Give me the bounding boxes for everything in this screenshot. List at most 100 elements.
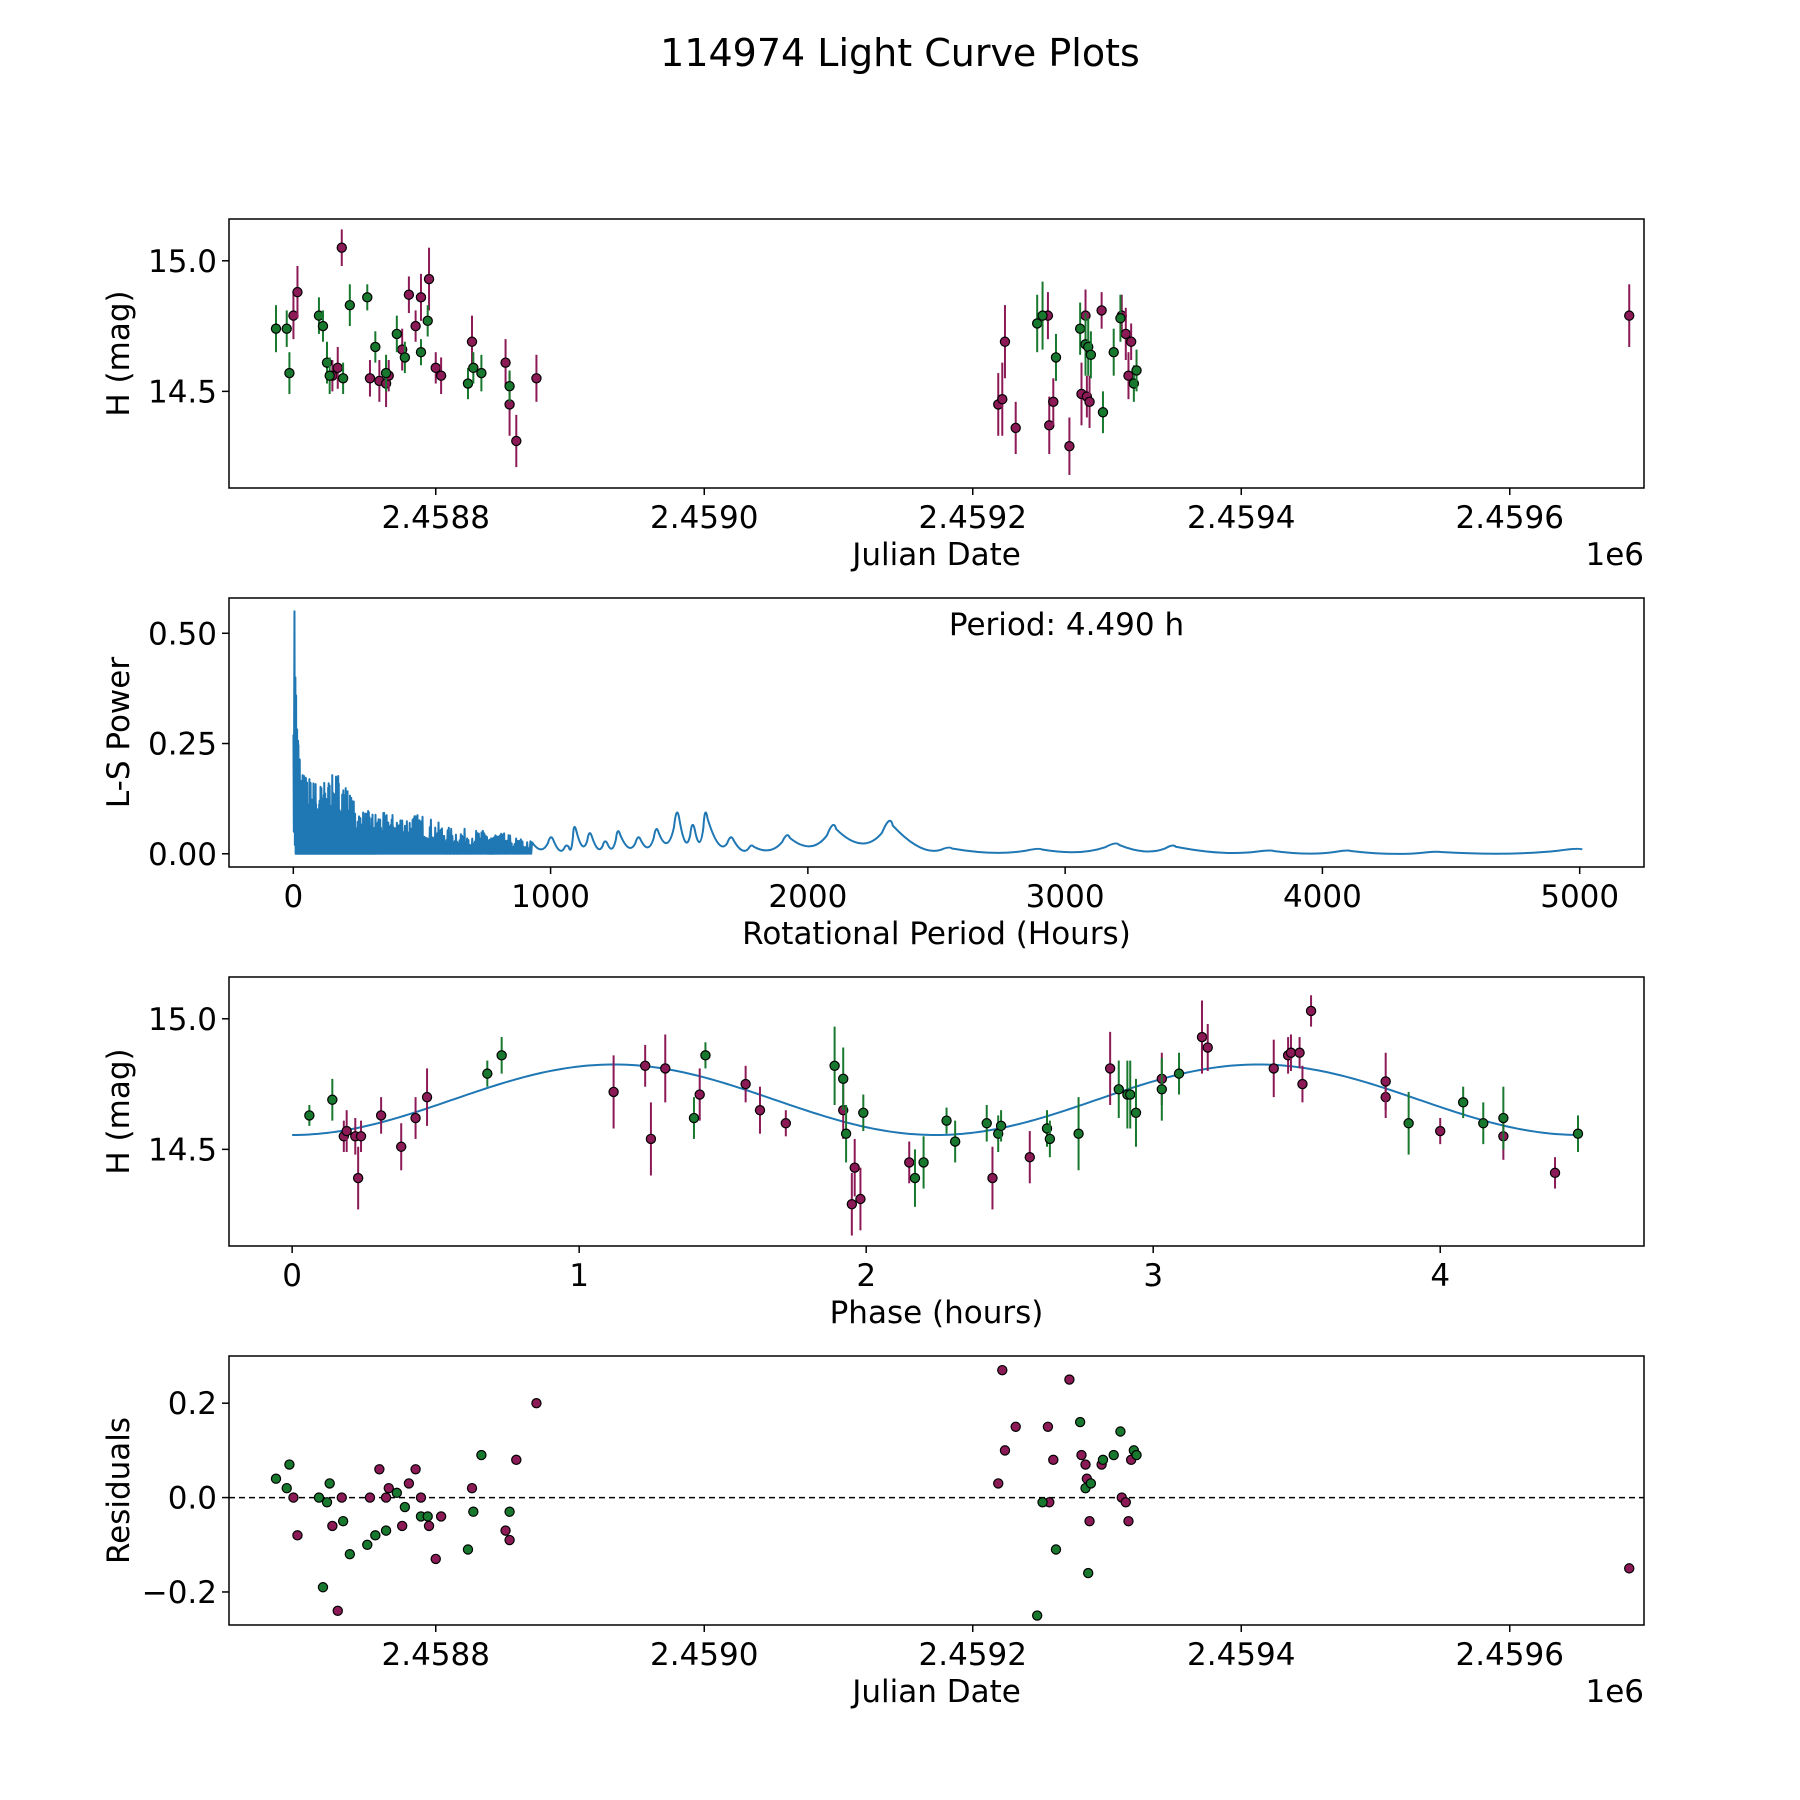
- x-offset-label: 1e6: [1585, 1674, 1644, 1710]
- data-point-green: [422, 1511, 433, 1522]
- x-tick-label: 2.4588: [382, 1637, 490, 1673]
- data-point-magenta: [415, 1492, 427, 1503]
- data-point-magenta: [754, 1104, 766, 1116]
- data-point-green: [1097, 407, 1109, 418]
- data-point-magenta: [292, 286, 303, 298]
- y-tick-label: 0.50: [148, 616, 217, 652]
- data-point-magenta: [997, 1364, 1008, 1376]
- data-point-green: [1097, 1454, 1109, 1466]
- data-point-magenta: [383, 1482, 394, 1494]
- periodogram-panel: 0 1000 2000 3000 4000 5000 0.00 0.25 0.50 Rotatio…: [101, 597, 1645, 952]
- data-point-green: [317, 320, 329, 332]
- data-point-green: [324, 370, 335, 381]
- axes-frame: [228, 597, 1645, 868]
- y-tick-label: 15.0: [148, 244, 217, 280]
- y-tick-label: 0.0: [168, 1481, 217, 1517]
- data-point-magenta: [1010, 1421, 1021, 1432]
- data-point-magenta: [415, 292, 427, 303]
- data-point-magenta: [341, 1125, 352, 1137]
- axes-frame: [228, 976, 1645, 1247]
- x-tick-label: 2.4596: [1456, 500, 1564, 536]
- data-point-magenta: [504, 1534, 515, 1546]
- data-point-magenta: [375, 1110, 387, 1121]
- data-point-magenta: [993, 1478, 1004, 1489]
- data-point-green: [344, 1549, 356, 1560]
- y-axis-label: H (mag): [101, 1048, 137, 1174]
- data-point-green: [1050, 1544, 1062, 1555]
- data-point-green: [327, 1094, 338, 1105]
- data-point-green: [1130, 1107, 1142, 1119]
- data-point-green: [476, 1449, 487, 1461]
- data-point-magenta: [410, 1112, 421, 1124]
- x-offset-label: 1e6: [1585, 537, 1644, 573]
- data-point-magenta: [1285, 1047, 1297, 1058]
- data-point-magenta: [355, 1131, 367, 1142]
- data-point-green: [284, 1459, 295, 1470]
- axes-frame: [228, 218, 1645, 489]
- data-point-green: [949, 1136, 961, 1147]
- data-point-magenta: [1024, 1152, 1035, 1163]
- data-point-magenta: [531, 373, 542, 384]
- data-point-magenta: [396, 1520, 408, 1532]
- data-point-green: [281, 1482, 292, 1494]
- data-point-magenta: [1076, 1449, 1087, 1461]
- data-point-green: [496, 1050, 507, 1061]
- data-point-magenta: [288, 1492, 299, 1503]
- data-point-magenta: [1096, 305, 1107, 316]
- data-point-magenta: [466, 336, 478, 347]
- data-point-green: [1031, 1610, 1043, 1621]
- data-point-green: [1156, 1084, 1168, 1095]
- data-point-green: [270, 1473, 282, 1484]
- data-point-magenta: [364, 373, 376, 384]
- x-tick-label: 1000: [511, 879, 590, 915]
- x-tick-label: 2: [856, 1258, 876, 1294]
- data-point-magenta: [423, 273, 435, 285]
- data-point-green: [1131, 1449, 1142, 1461]
- x-tick-label: 5000: [1540, 879, 1619, 915]
- data-point-green: [1085, 349, 1097, 361]
- data-point-green: [337, 373, 349, 384]
- x-axis-label: Rotational Period (Hours): [742, 916, 1131, 952]
- data-point-magenta: [403, 1478, 415, 1489]
- x-tick-label: 2.4590: [650, 500, 758, 536]
- x-axis-label: Julian Date: [850, 537, 1021, 573]
- x-tick-label: 2.4590: [650, 1637, 758, 1673]
- model-curve: [292, 1063, 1581, 1137]
- x-tick-label: 2.4588: [382, 500, 490, 536]
- data-point-magenta: [645, 1133, 657, 1145]
- data-point-green: [380, 367, 392, 379]
- data-point-magenta: [292, 1530, 303, 1541]
- x-tick-label: 3: [1143, 1258, 1163, 1294]
- data-point-magenta: [997, 394, 1008, 405]
- data-point-magenta: [336, 1492, 347, 1503]
- data-point-magenta: [1104, 1063, 1116, 1074]
- data-point-green: [1113, 1084, 1124, 1095]
- y-tick-label: 14.5: [148, 374, 217, 410]
- data-point-green: [324, 1478, 335, 1489]
- data-point-magenta: [1294, 1047, 1305, 1058]
- data-point-magenta: [511, 435, 522, 447]
- data-point-magenta: [1624, 1563, 1635, 1574]
- data-point-green: [284, 367, 295, 379]
- x-tick-label: 1: [569, 1258, 589, 1294]
- data-point-green: [1115, 313, 1126, 324]
- data-point-magenta: [1549, 1167, 1561, 1179]
- data-point-magenta: [1268, 1063, 1279, 1074]
- data-point-magenta: [1120, 1497, 1131, 1508]
- data-point-magenta: [1196, 1031, 1208, 1043]
- data-point-magenta: [660, 1063, 671, 1074]
- data-point-green: [370, 341, 381, 353]
- y-tick-label: 0.2: [168, 1386, 217, 1422]
- data-point-green: [1131, 365, 1142, 376]
- data-point-magenta: [1624, 310, 1635, 321]
- data-point-magenta: [1297, 1078, 1308, 1090]
- data-point-green: [941, 1115, 952, 1126]
- data-point-green: [700, 1050, 711, 1061]
- data-point-green: [1478, 1118, 1489, 1129]
- period-annotation: Period: 4.490 h: [949, 607, 1184, 643]
- data-point-green: [422, 315, 433, 327]
- data-point-magenta: [336, 242, 347, 253]
- data-point-magenta: [500, 1525, 511, 1536]
- data-point-magenta: [740, 1078, 751, 1090]
